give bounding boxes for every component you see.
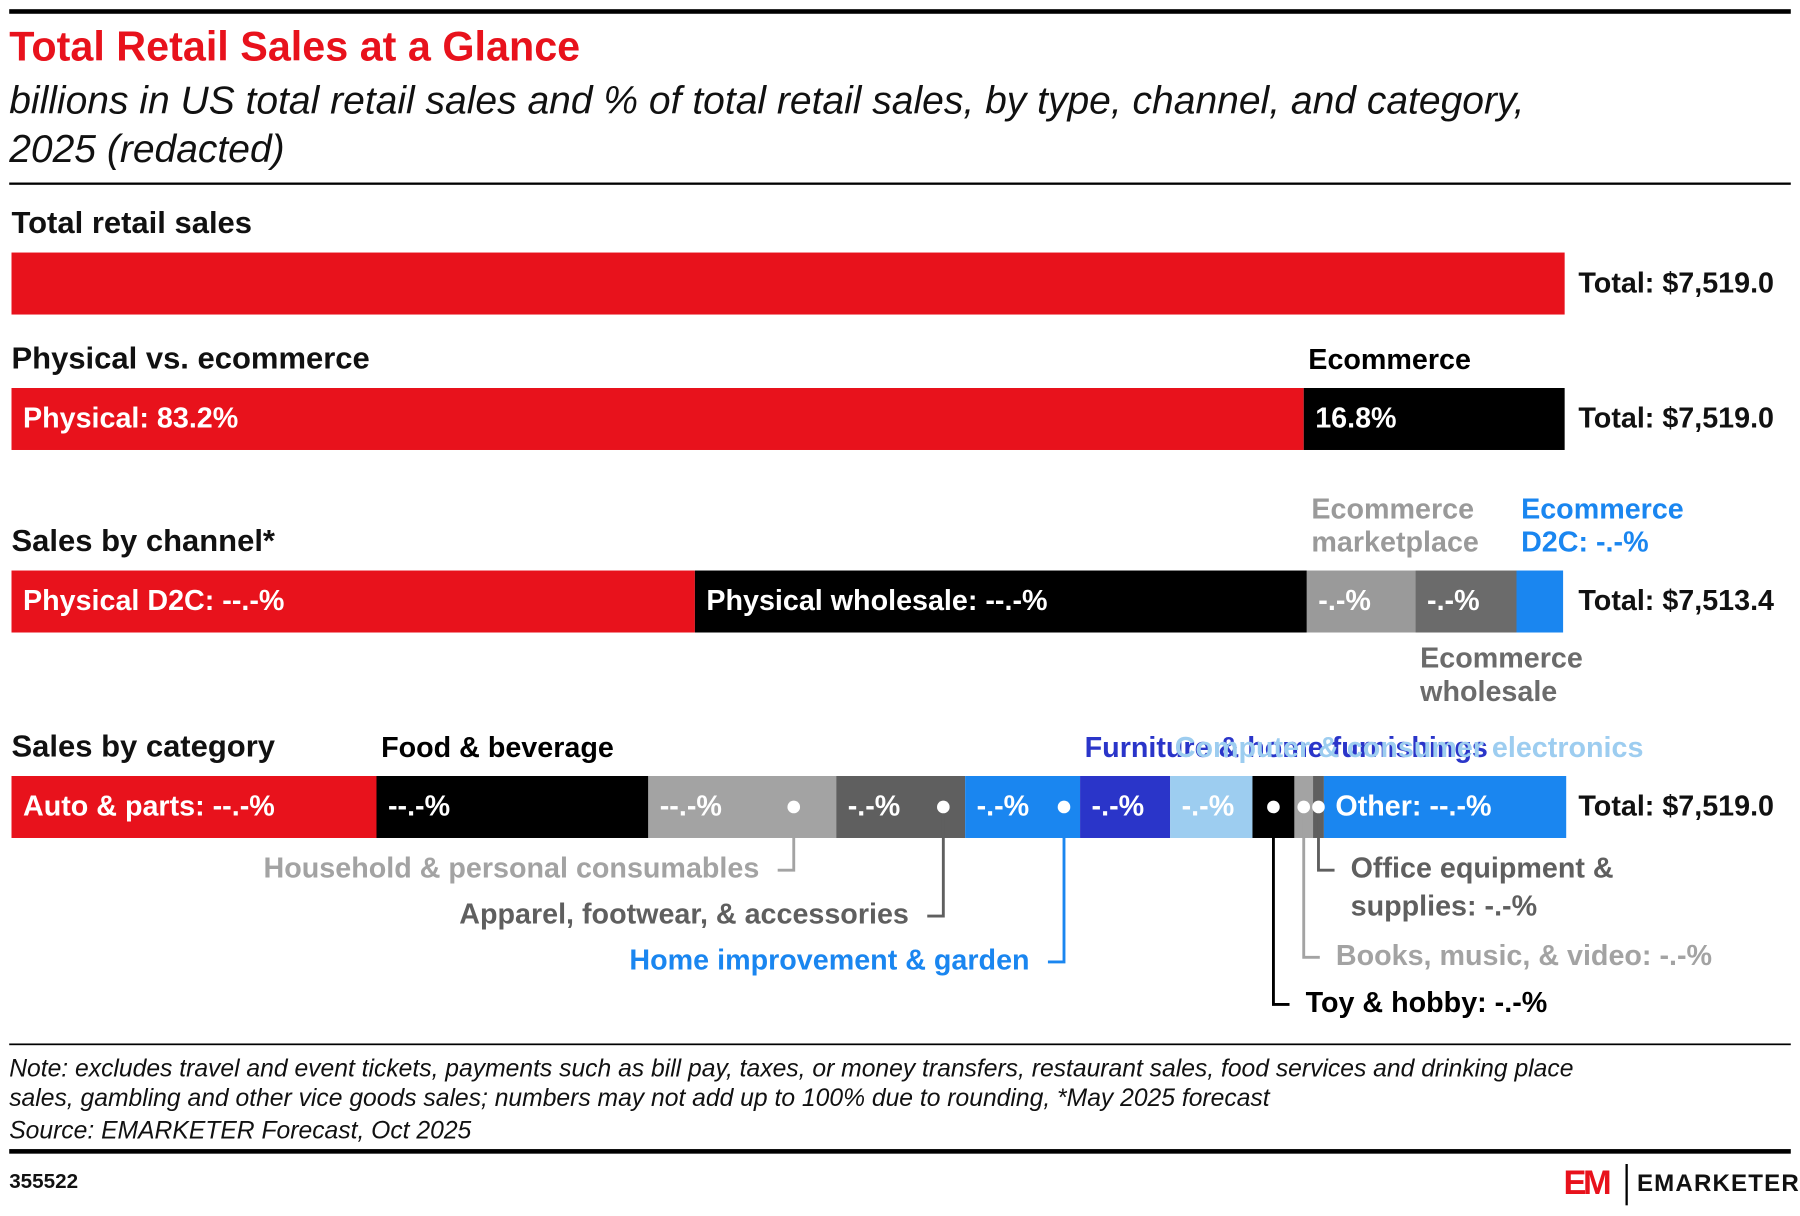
leader-line (1272, 806, 1290, 1006)
brand: EMARKETER (1637, 1170, 1800, 1197)
series-name: Furniture & home furnishings (1085, 732, 1488, 764)
callout-label: Office equipment & (1351, 853, 1614, 885)
callout-label: Books, music, & video: -.-% (1336, 940, 1712, 972)
bar-segment (11, 387, 1304, 450)
value-label: Physical: 83.2% (23, 403, 238, 435)
leader-dot (787, 800, 801, 814)
total-label: Total: $7,519.0 (1578, 267, 1774, 299)
bar-segment (1323, 775, 1567, 838)
value-label: Physical wholesale: --.-% (706, 585, 1047, 617)
section-title: Physical vs. ecommerce (12, 341, 370, 376)
bar-segment (1306, 570, 1416, 633)
callout-label: supplies: -.-% (1351, 891, 1537, 923)
bar-segment (694, 570, 1307, 633)
value-label: -.-% (1182, 791, 1235, 823)
series-name: Ecommerce (1420, 643, 1583, 675)
callout-label: Home improvement & garden (629, 945, 1029, 977)
leader-line (1047, 806, 1066, 964)
series-name: wholesale (1419, 676, 1557, 708)
callout-label: Apparel, footwear, & accessories (459, 899, 909, 931)
leader-dot (1312, 800, 1325, 814)
total-label: Total: $7,519.0 (1578, 403, 1774, 435)
source: Source: EMARKETER Forecast, Oct 2025 (9, 1117, 471, 1144)
leader-line (1302, 806, 1320, 959)
leader-dot (937, 800, 950, 814)
bar-segment (1303, 387, 1565, 450)
leader-line (1317, 806, 1335, 872)
bar-segment (376, 775, 649, 838)
value-label: --.-% (388, 791, 450, 823)
bottom-rule (9, 1149, 1791, 1154)
bar-segment (11, 775, 377, 838)
series-name: Computer & consumer electronics (1175, 732, 1644, 764)
chart-subtitle: billions in US total retail sales and % … (9, 80, 1524, 123)
section-title: Total retail sales (12, 205, 253, 240)
value-label: Auto & parts: --.-% (23, 791, 275, 823)
section-title: Sales by channel* (12, 523, 276, 558)
value-label: -.-% (1427, 585, 1480, 617)
bar-segment (1170, 775, 1253, 838)
callout-label: Household & personal consumables (264, 853, 760, 885)
value-label: Physical D2C: --.-% (23, 585, 284, 617)
value-label: -.-% (848, 791, 901, 823)
total-label: Total: $7,513.4 (1578, 585, 1774, 617)
rule (9, 1043, 1791, 1046)
series-name: Ecommerce (1311, 493, 1474, 525)
rule (9, 182, 1791, 185)
value-label: -.-% (1092, 791, 1145, 823)
value-label: 16.8% (1315, 403, 1396, 435)
value-label: -.-% (977, 791, 1030, 823)
leader-dot (1297, 800, 1311, 814)
bar-segment (1415, 570, 1517, 633)
bar-segment (648, 775, 837, 838)
top-rule (9, 9, 1791, 14)
section-title: Sales by category (12, 729, 276, 764)
leader-line (927, 806, 945, 918)
value-label: --.-% (660, 791, 722, 823)
chart-title: Total Retail Sales at a Glance (9, 23, 580, 69)
series-name: Food & beverage (381, 732, 614, 764)
bar (11, 252, 1565, 315)
series-name: Ecommerce (1521, 493, 1684, 525)
total-label: Total: $7,519.0 (1578, 791, 1774, 823)
chart-id: 355522 (9, 1170, 78, 1193)
leader-line (777, 806, 796, 872)
value-label: -.-% (1318, 585, 1371, 617)
bar-segment (1080, 775, 1171, 838)
logo-mark: EM (1564, 1164, 1611, 1202)
bar-segment (1516, 570, 1564, 633)
series-name: Ecommerce (1308, 344, 1471, 376)
logo-divider (1625, 1163, 1628, 1206)
note: sales, gambling and other vice goods sal… (9, 1085, 1271, 1112)
series-name: marketplace (1311, 527, 1478, 559)
series-name: D2C: -.-% (1521, 527, 1649, 559)
value-label: Other: --.-% (1335, 791, 1491, 823)
callout-label: Toy & hobby: -.-% (1306, 987, 1548, 1019)
leader-dot (1057, 800, 1071, 814)
chart-subtitle: 2025 (redacted) (8, 128, 284, 171)
leader-dot (1267, 800, 1280, 814)
bar-segment (11, 570, 695, 633)
note: Note: excludes travel and event tickets,… (9, 1055, 1573, 1082)
